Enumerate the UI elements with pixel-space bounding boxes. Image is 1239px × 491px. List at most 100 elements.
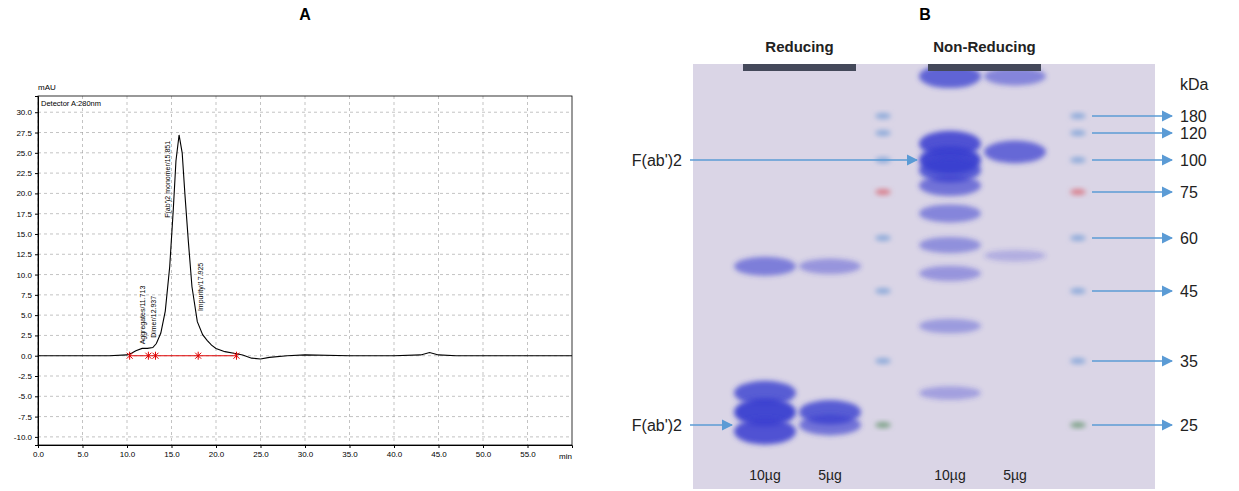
- grid-line: [38, 132, 572, 133]
- tick-mark: [261, 445, 262, 448]
- tick-label: 30.0: [298, 450, 314, 459]
- tick-mark: [127, 445, 128, 448]
- tick: 30.0: [298, 445, 314, 459]
- tick: 50.0: [476, 445, 492, 459]
- grid-line: [305, 96, 306, 445]
- band: [919, 237, 981, 253]
- tick-label: 30.0: [16, 108, 32, 117]
- grid-line: [38, 396, 572, 397]
- band: [919, 175, 981, 196]
- tick: 17.5: [16, 210, 38, 219]
- tick-mark: [172, 445, 173, 448]
- ladder-band: [875, 358, 891, 364]
- tick-mark: [35, 376, 38, 377]
- grid-line: [38, 233, 572, 234]
- tick-label: 50.0: [476, 450, 492, 459]
- marker-arrow: [1092, 237, 1172, 239]
- grid-line: [38, 294, 572, 295]
- plot-area: [38, 135, 572, 360]
- grid-line: [38, 315, 572, 316]
- panel-a: AAggregates/11.713Dimer/12.937F(ab')2 mo…: [14, 6, 573, 461]
- tick-mark: [35, 356, 38, 357]
- tick-label: 22.5: [16, 169, 32, 178]
- tick-mark: [528, 445, 529, 448]
- annotations: Aggregates/11.713Dimer/12.937F(ab')2 mon…: [139, 141, 206, 345]
- marker-label: 100: [1180, 152, 1207, 169]
- tick: 0.0: [33, 445, 45, 459]
- tick: 20.0: [16, 189, 38, 198]
- trace: [38, 135, 572, 359]
- tick-mark: [35, 315, 38, 316]
- tick-mark: [35, 234, 38, 235]
- tick-mark: [35, 112, 38, 113]
- tick-label: 10.0: [16, 271, 32, 280]
- tick-mark: [35, 153, 38, 154]
- grid-line: [38, 436, 572, 437]
- tick-mark: [439, 445, 440, 448]
- tick-mark: [35, 437, 38, 438]
- tick-mark: [35, 335, 38, 336]
- marker-arrow: [1092, 115, 1172, 117]
- axis-line: [35, 97, 39, 446]
- tick-label: 5.0: [77, 450, 89, 459]
- panel-label: B: [919, 6, 931, 23]
- tick-mark: [350, 445, 351, 448]
- tick: -5.0: [18, 392, 38, 401]
- tick-label: 20.0: [16, 189, 32, 198]
- ladder-band: [1070, 157, 1086, 163]
- tick-label: 12.5: [16, 250, 32, 259]
- marker-label: 35: [1180, 353, 1198, 370]
- tick-label: 25.0: [16, 149, 32, 158]
- x-axis-title: min: [559, 452, 572, 461]
- grid-line: [349, 96, 350, 445]
- annotation-arrow: [690, 424, 732, 426]
- band: [734, 418, 796, 444]
- tick: 35.0: [342, 445, 358, 459]
- gel-background: [693, 64, 1155, 489]
- tick-mark: [35, 275, 38, 276]
- figure: AAggregates/11.713Dimer/12.937F(ab')2 mo…: [0, 0, 1239, 491]
- grid-line: [82, 96, 83, 445]
- tick-mark: [35, 417, 38, 418]
- tick: 0.0: [21, 352, 38, 361]
- band: [799, 415, 861, 436]
- ladder-band: [1070, 288, 1086, 294]
- tick: 30.0: [16, 108, 38, 117]
- tick-label: 27.5: [16, 129, 32, 138]
- tick: 12.5: [16, 250, 38, 259]
- tick-mark: [83, 445, 84, 448]
- tick-label: 0.0: [33, 450, 45, 459]
- tick-mark: [35, 173, 38, 174]
- tick-label: 0.0: [21, 352, 33, 361]
- marker-label: 180: [1180, 108, 1207, 125]
- tick-mark: [35, 214, 38, 215]
- tick: 20.0: [209, 445, 225, 459]
- tick: 40.0: [387, 445, 403, 459]
- integration-mark: [152, 352, 158, 360]
- tick: 15.0: [164, 445, 180, 459]
- integration-mark: [127, 352, 133, 360]
- grid-line: [38, 173, 572, 174]
- tick-label: 10.0: [120, 450, 136, 459]
- ladder-band: [875, 235, 891, 241]
- lane-label: 10µg: [749, 467, 780, 483]
- band: [919, 266, 981, 281]
- tick-mark: [38, 445, 39, 448]
- ladder-band: [875, 422, 891, 428]
- tick-label: 25.0: [253, 450, 269, 459]
- tick: 2.5: [21, 331, 38, 340]
- marker-label: 120: [1180, 125, 1207, 142]
- band: [919, 386, 981, 400]
- tick-label: 17.5: [16, 210, 32, 219]
- tick: 55.0: [520, 445, 536, 459]
- annotation-label: F(ab')2: [632, 152, 682, 169]
- tick-mark: [483, 445, 484, 448]
- y-axis-title: mAU: [38, 83, 56, 92]
- lane-label: 5µg: [1003, 467, 1027, 483]
- tick-label: 15.0: [16, 230, 32, 239]
- panel-b: BReducingNon-Reducing10µg5µg10µg5µg18012…: [632, 6, 1209, 489]
- ladder-band: [875, 130, 891, 136]
- band: [734, 257, 796, 276]
- marker-unit: kDa: [1180, 76, 1209, 93]
- tick: 5.0: [77, 445, 89, 459]
